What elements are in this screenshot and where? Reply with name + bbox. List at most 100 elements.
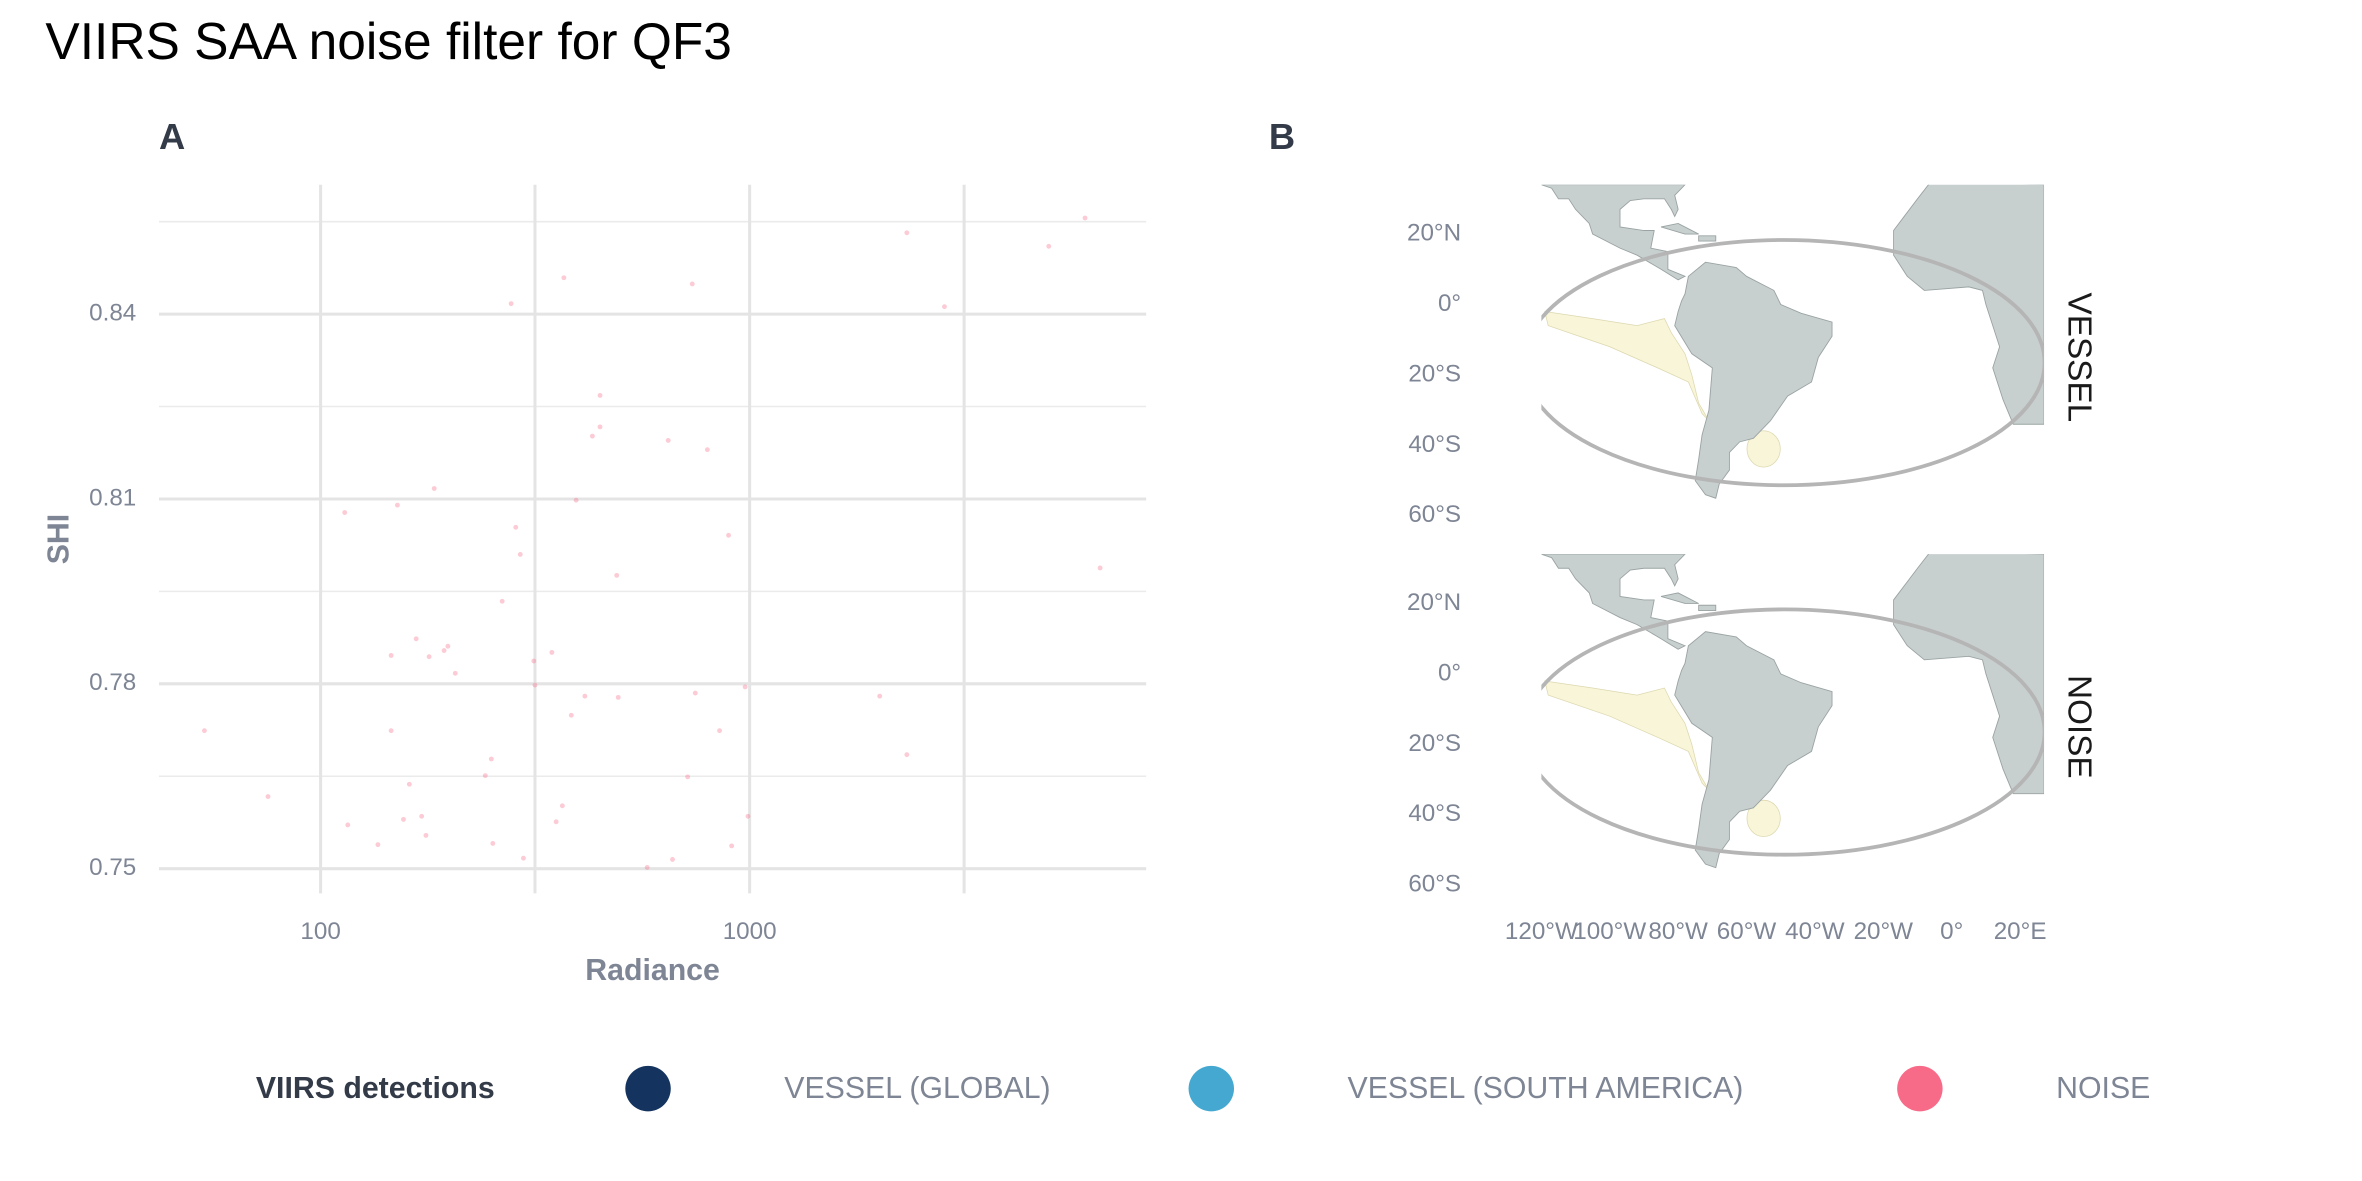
y-tick-label: 40°S [1408,800,1461,827]
point [482,773,488,779]
legend-swatch [1188,1065,1234,1112]
legend-label: NOISE [2056,1072,2150,1105]
x-tick-label: 80°W [1648,918,1708,945]
point [726,532,731,538]
point [445,643,451,649]
land [1698,235,1717,242]
point [704,447,710,453]
panel-label: A [159,116,185,157]
point [499,598,505,604]
point [375,842,381,848]
point [388,653,394,658]
legend-title: VIIRS detections [256,1072,495,1105]
point [441,648,447,653]
y-tick-label: 0° [1438,290,1461,317]
facet-label: VESSEL [2061,293,2098,423]
point [508,301,514,307]
point [452,670,458,676]
land [1541,554,1687,650]
point [904,752,910,758]
saa-zone [1746,430,1781,468]
point [561,275,567,281]
point [488,756,494,762]
point [742,684,748,690]
point [517,552,523,557]
point [553,819,559,825]
panel-label: B [1269,116,1295,157]
x-tick-label: 20°W [1854,918,1914,945]
x-tick-label: 120°W [1505,918,1578,945]
y-axis-title: SHI [43,514,76,564]
saa-outline [1541,238,2045,488]
land [1660,222,1699,235]
point [388,728,394,734]
x-tick-label: 60°W [1717,918,1777,945]
point [401,816,406,822]
y-tick-label: 20°N [1407,219,1461,246]
x-tick-label: 0° [1940,918,1963,945]
land [1893,184,2045,425]
y-tick-label: 20°S [1408,730,1461,757]
y-tick-label: 20°N [1407,589,1461,616]
point [490,840,496,846]
point [717,728,722,734]
point [729,843,735,849]
land [1660,592,1699,604]
point [582,693,588,699]
point [614,572,620,578]
point [342,510,348,515]
facet-label: NOISE [2061,675,2098,779]
land [1698,604,1717,611]
point [568,712,574,718]
point [531,658,537,664]
land [1893,554,2045,795]
point [745,813,751,819]
point [615,694,621,700]
point [1082,215,1088,221]
point [406,781,412,787]
x-tick-label: 1000 [723,918,777,945]
x-axis-title: Radiance [585,954,720,987]
legend-swatch [1897,1065,1943,1112]
y-tick-label: 20°S [1408,360,1461,387]
map-facet [1541,184,2045,499]
point [665,438,671,443]
point [423,832,429,838]
point [644,865,650,870]
saa-outline [1541,607,2045,857]
point [685,774,691,780]
y-tick-label: 0.84 [89,300,136,327]
point [573,497,579,503]
y-tick-label: 0° [1438,659,1461,686]
point [692,690,698,696]
legend-label: VESSEL (GLOBAL) [784,1072,1050,1105]
map-facet [1541,554,2045,869]
point [589,433,595,439]
point [345,822,351,828]
point [413,636,419,642]
land [1674,261,1833,499]
point [1097,565,1103,571]
point [419,813,425,819]
y-tick-label: 60°S [1408,871,1461,898]
y-tick-label: 60°S [1408,501,1461,528]
point [942,304,947,310]
point [670,857,675,862]
point [904,230,910,236]
saa-zone [1746,799,1781,837]
y-tick-label: 40°S [1408,431,1461,458]
point [877,693,883,699]
saa-zone [1544,680,1710,791]
point [597,393,603,398]
x-tick-label: 40°W [1785,918,1845,945]
y-tick-label: 0.78 [89,669,136,696]
point [265,794,271,800]
point [513,524,519,530]
points [201,215,1103,870]
land [1674,631,1833,869]
saa-zone [1544,311,1710,421]
point [431,486,437,491]
land [1541,184,1687,281]
